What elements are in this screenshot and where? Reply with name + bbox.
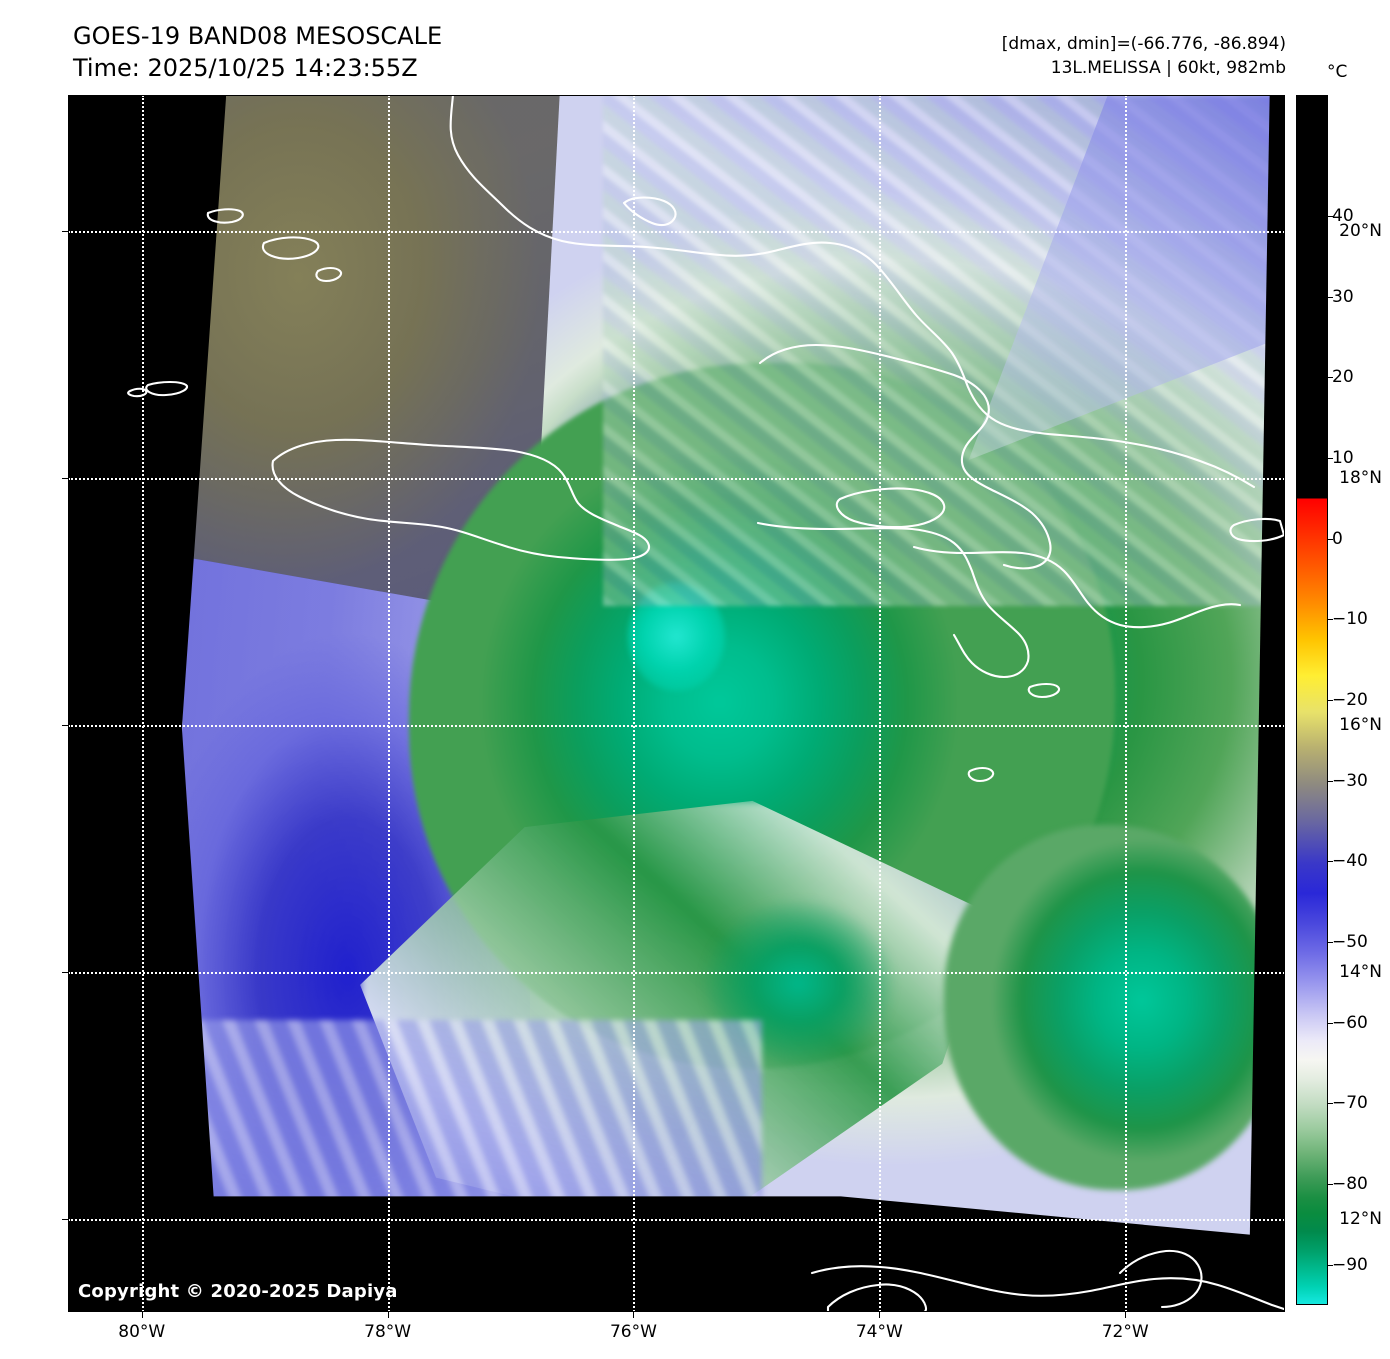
x-axis-tick-label: 72°W [1101, 1322, 1149, 1342]
colorbar-tick-mark [1328, 458, 1333, 459]
colorbar-tick-label: −30 [1332, 770, 1368, 791]
satellite-image-panel[interactable]: Copyright © 2020-2025 Dapiya [68, 95, 1285, 1312]
colorbar-tick-mark [1328, 538, 1333, 540]
product-title: GOES-19 BAND08 MESOSCALE [73, 22, 443, 50]
colorbar-tick-label: −70 [1332, 1093, 1368, 1114]
x-axis-tick-label: 78°W [364, 1322, 412, 1342]
colorbar-gradient [1297, 96, 1327, 1304]
colorbar-tick-mark [1328, 1022, 1333, 1024]
y-axis-tick-label: 12°N [1339, 1209, 1382, 1230]
satellite-data-swath [68, 95, 1285, 1312]
colorbar-tick-label: 10 [1332, 448, 1354, 468]
timestamp: Time: 2025/10/25 14:23:55Z [73, 54, 418, 83]
colorbar[interactable] [1296, 95, 1328, 1305]
colorbar-tick-mark [1328, 1264, 1333, 1266]
colorbar-tick-mark [1328, 1184, 1333, 1185]
storm-annotation: 13L.MELISSA | 60kt, 982mb [1050, 58, 1286, 79]
colorbar-tick-label: −50 [1332, 932, 1368, 952]
colorbar-tick-mark [1328, 296, 1333, 298]
y-axis-tick-label: 16°N [1339, 715, 1382, 736]
colorbar-tick-mark [1328, 780, 1333, 782]
x-tick-mark [141, 1312, 143, 1318]
colorbar-tick-label: 30 [1332, 286, 1354, 307]
y-tick-mark [62, 230, 68, 232]
colorbar-tick-label: −20 [1332, 690, 1368, 710]
x-tick-mark [387, 1312, 389, 1318]
y-tick-mark [62, 972, 68, 974]
y-axis-tick-label: 20°N [1339, 220, 1382, 241]
dminmax-annotation: [dmax, dmin]=(-66.776, -86.894) [1001, 34, 1286, 54]
page-title: GOES-19 BAND08 MESOSCALE Time: 2025/10/2… [73, 20, 442, 85]
y-tick-mark [62, 725, 68, 727]
x-tick-mark [879, 1312, 881, 1318]
colorbar-tick-mark [1328, 700, 1333, 701]
colorbar-tick-mark [1328, 942, 1333, 943]
colorbar-tick-mark [1328, 619, 1333, 621]
y-axis-tick-label: 14°N [1339, 962, 1382, 983]
colorbar-tick-label: −80 [1332, 1174, 1368, 1194]
colorbar-tick-mark [1328, 377, 1333, 379]
x-axis-tick-label: 80°W [118, 1322, 166, 1342]
colorbar-tick-mark [1328, 216, 1333, 217]
x-tick-mark [1125, 1312, 1127, 1318]
x-axis-tick-label: 76°W [609, 1322, 657, 1342]
colorbar-tick-label: 0 [1332, 528, 1343, 549]
colorbar-tick-label: −90 [1332, 1254, 1368, 1275]
colorbar-tick-label: −10 [1332, 609, 1368, 630]
y-axis-tick-label: 18°N [1339, 468, 1382, 488]
colorbar-tick-mark [1328, 1103, 1333, 1105]
colorbar-tick-label: −60 [1332, 1012, 1368, 1033]
annotation-block: [dmax, dmin]=(-66.776, -86.894) 13L.MELI… [1002, 32, 1286, 80]
colorbar-tick-label: −40 [1332, 851, 1368, 872]
colorbar-tick-label: 20 [1332, 367, 1354, 388]
colorbar-unit-label: °C [1327, 62, 1348, 82]
x-tick-mark [633, 1312, 635, 1318]
colorbar-tick-label: 40 [1332, 206, 1354, 226]
copyright-notice: Copyright © 2020-2025 Dapiya [78, 1281, 398, 1302]
y-tick-mark [62, 1219, 68, 1221]
colorbar-tick-mark [1328, 861, 1333, 863]
y-tick-mark [62, 478, 68, 479]
x-axis-tick-label: 74°W [855, 1322, 903, 1342]
sat-convection-southeast [944, 825, 1285, 1191]
